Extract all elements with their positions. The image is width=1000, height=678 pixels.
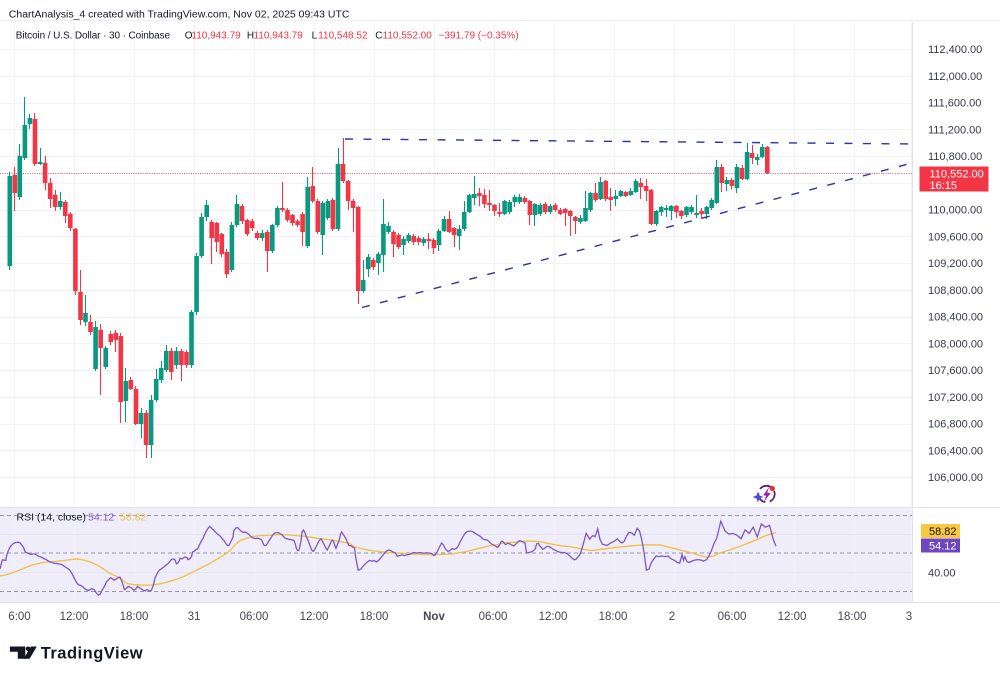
svg-text:107,200.00: 107,200.00 bbox=[928, 392, 983, 404]
svg-text:111,600.00: 111,600.00 bbox=[928, 98, 981, 110]
svg-text:18:00: 18:00 bbox=[599, 611, 628, 623]
svg-text:58.82: 58.82 bbox=[929, 526, 957, 538]
svg-text:110,552.00: 110,552.00 bbox=[383, 31, 433, 42]
svg-text:110,000.00: 110,000.00 bbox=[928, 205, 982, 217]
svg-text:12:00: 12:00 bbox=[300, 611, 329, 623]
svg-text:12:00: 12:00 bbox=[539, 611, 568, 623]
svg-text:18:00: 18:00 bbox=[838, 611, 867, 623]
svg-text:12:00: 12:00 bbox=[60, 611, 89, 623]
svg-text:O: O bbox=[185, 31, 193, 42]
svg-text:112,000.00: 112,000.00 bbox=[928, 71, 982, 83]
svg-text:112,400.00: 112,400.00 bbox=[928, 44, 982, 56]
svg-text:06:00: 06:00 bbox=[240, 611, 269, 623]
svg-text:L: L bbox=[312, 31, 318, 42]
svg-text:40.00: 40.00 bbox=[928, 568, 956, 580]
svg-text:18:00: 18:00 bbox=[360, 611, 389, 623]
svg-text:−391.79 (−0.35%): −391.79 (−0.35%) bbox=[439, 31, 519, 42]
svg-text:TradingView: TradingView bbox=[41, 645, 143, 663]
svg-text:Nov: Nov bbox=[423, 611, 445, 623]
svg-text:110,943.79: 110,943.79 bbox=[191, 31, 241, 42]
svg-text:106,800.00: 106,800.00 bbox=[928, 419, 983, 431]
svg-text:109,200.00: 109,200.00 bbox=[928, 258, 983, 270]
svg-text:RSI (14, close): RSI (14, close) bbox=[17, 512, 86, 524]
svg-text:108,800.00: 108,800.00 bbox=[928, 285, 983, 297]
svg-text:110,800.00: 110,800.00 bbox=[928, 151, 982, 163]
svg-text:Bitcoin / U.S. Dollar · 30 · C: Bitcoin / U.S. Dollar · 30 · Coinbase bbox=[16, 31, 171, 42]
svg-text:06:00: 06:00 bbox=[479, 611, 508, 623]
svg-text:54.12: 54.12 bbox=[929, 541, 957, 553]
svg-text:108,000.00: 108,000.00 bbox=[928, 338, 983, 350]
svg-text:106,000.00: 106,000.00 bbox=[928, 472, 983, 484]
svg-text:H: H bbox=[247, 31, 254, 42]
svg-text:2: 2 bbox=[669, 611, 675, 623]
svg-text:58.82: 58.82 bbox=[120, 512, 146, 524]
svg-text:108,400.00: 108,400.00 bbox=[928, 312, 983, 324]
svg-text:54.12: 54.12 bbox=[88, 512, 114, 524]
svg-text:3: 3 bbox=[906, 611, 912, 623]
svg-text:107,600.00: 107,600.00 bbox=[928, 365, 983, 377]
svg-text:106,400.00: 106,400.00 bbox=[928, 445, 983, 457]
svg-text:18:00: 18:00 bbox=[120, 611, 149, 623]
svg-text:16:15: 16:15 bbox=[930, 180, 958, 192]
svg-text:C: C bbox=[375, 31, 382, 42]
svg-text:110,943.79: 110,943.79 bbox=[254, 31, 304, 42]
svg-text:31: 31 bbox=[188, 611, 201, 623]
svg-text:110,548.52: 110,548.52 bbox=[318, 31, 368, 42]
svg-text:109,600.00: 109,600.00 bbox=[928, 231, 983, 243]
svg-text:6:00: 6:00 bbox=[8, 611, 30, 623]
svg-text:06:00: 06:00 bbox=[718, 611, 747, 623]
svg-text:12:00: 12:00 bbox=[778, 611, 807, 623]
svg-text:110,552.00: 110,552.00 bbox=[930, 169, 984, 181]
svg-text:111,200.00: 111,200.00 bbox=[928, 124, 981, 136]
svg-text:ChartAnalysis_4 created with T: ChartAnalysis_4 created with TradingView… bbox=[9, 9, 350, 21]
